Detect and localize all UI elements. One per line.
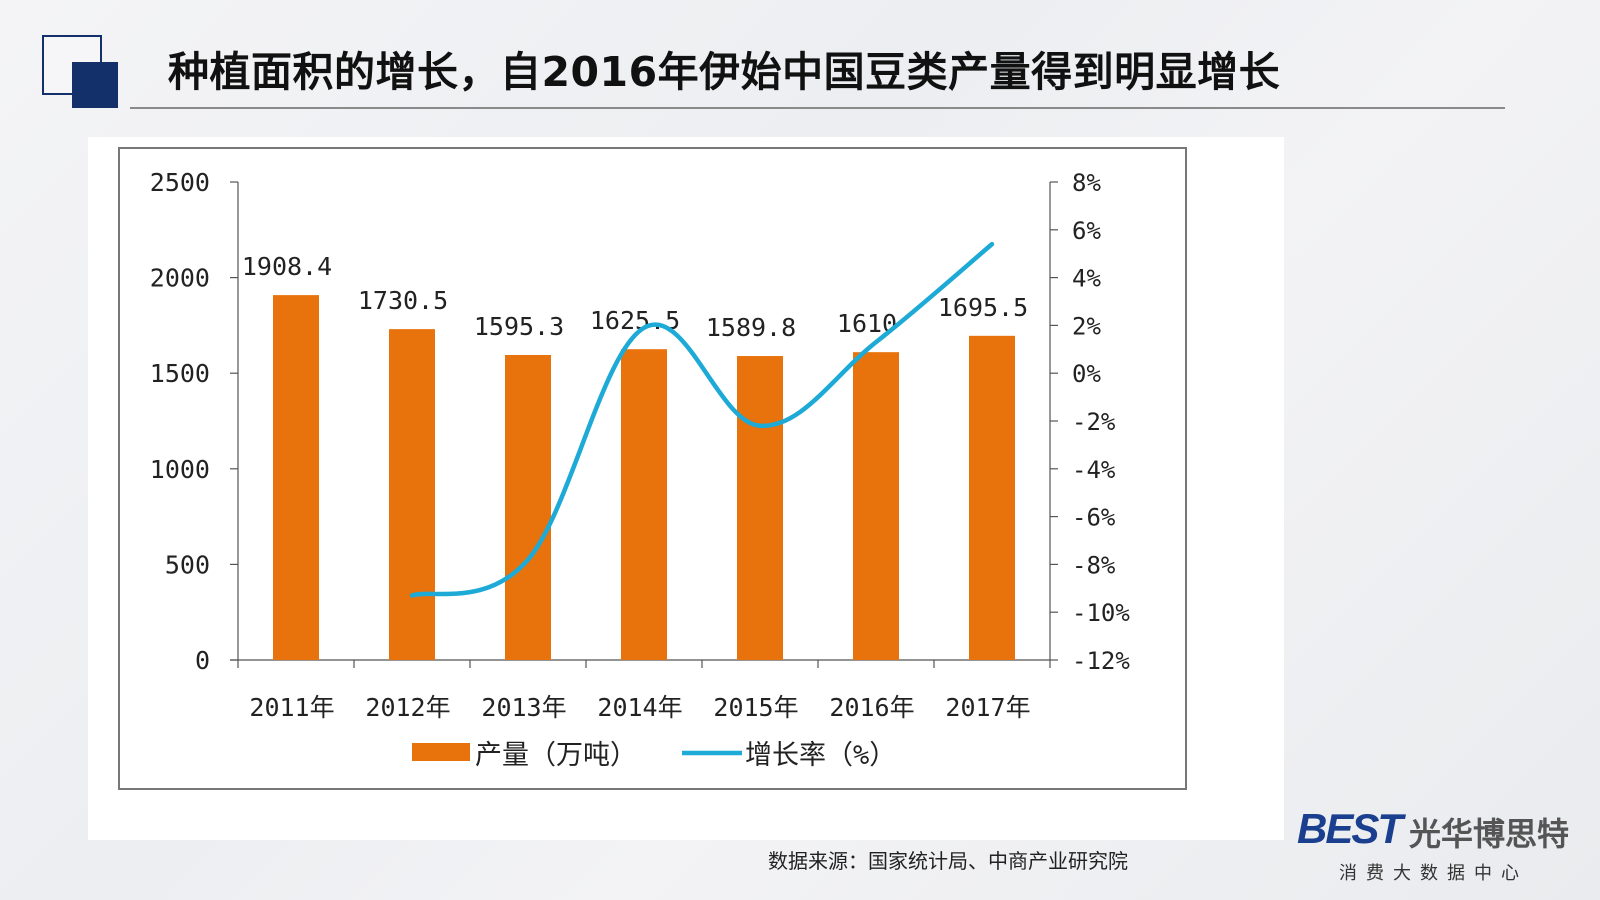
chart: 0 500 1000 1500 2000 2500 -12% -10% -8% -6% -4% -2%…	[118, 147, 1187, 790]
x-tick-label: 2016年	[829, 693, 914, 722]
bar-2016年	[853, 352, 899, 660]
y-right-tick-label: 0%	[1072, 360, 1101, 388]
y-right-tick-label: -10%	[1072, 599, 1130, 627]
y-left-tick-label: 2000	[150, 264, 210, 293]
y-right-tick-label: -4%	[1072, 456, 1116, 484]
legend-label-bar: 产量（万吨）	[475, 740, 637, 771]
bar-2014年	[621, 349, 667, 660]
y-left-tick-label: 0	[195, 646, 210, 675]
legend-swatch-bar	[412, 743, 470, 761]
bar-data-label: 1589.8	[706, 313, 796, 342]
bar-data-label: 1695.5	[938, 293, 1028, 322]
bar-data-label: 1625.5	[590, 306, 680, 335]
y-left-tick-label: 1500	[150, 359, 210, 388]
x-tick-label: 2013年	[481, 693, 566, 722]
y-right-tick-label: 4%	[1072, 265, 1101, 293]
logo-mark: BEST	[1297, 805, 1403, 852]
x-tick-label: 2017年	[945, 693, 1030, 722]
bar-data-label: 1908.4	[242, 252, 332, 281]
y-right-tick-label: -2%	[1072, 408, 1116, 436]
x-tick-label: 2014年	[597, 693, 682, 722]
bar-2011年	[273, 295, 319, 660]
bar-data-label: 1730.5	[358, 286, 448, 315]
x-tick-label: 2015年	[713, 693, 798, 722]
y-right-tick-label: -6%	[1072, 504, 1116, 532]
y-left-tick-label: 500	[165, 550, 210, 579]
y-right-tick-label: 2%	[1072, 312, 1101, 340]
logo-tagline: 消费大数据中心	[1339, 863, 1528, 884]
x-tick-label: 2011年	[249, 693, 334, 722]
y-left-tick-label: 2500	[150, 168, 210, 197]
growth-rate-line	[409, 241, 995, 598]
bar-2015年	[737, 356, 783, 660]
page-title: 种植面积的增长，自2016年伊始中国豆类产量得到明显增长	[168, 48, 1281, 96]
x-tick-label: 2012年	[365, 693, 450, 722]
y-right-tick-label: 8%	[1072, 169, 1101, 197]
chart-frame	[118, 147, 1187, 790]
title-deco-filled-square	[72, 62, 118, 108]
data-source-note: 数据来源：国家统计局、中商产业研究院	[768, 849, 1128, 873]
logo-name: 光华博思特	[1409, 815, 1570, 853]
bar-2012年	[389, 329, 435, 660]
y-right-tick-label: -12%	[1072, 647, 1130, 675]
bar-2017年	[969, 335, 1015, 660]
bar-2013年	[505, 354, 551, 660]
y-left-tick-label: 1000	[150, 455, 210, 484]
title-divider	[130, 107, 1505, 109]
y-right-tick-label: 6%	[1072, 217, 1101, 245]
chart-panel: 0 500 1000 1500 2000 2500 -12% -10% -8% -6% -4% -2%…	[88, 137, 1284, 840]
bar-data-label: 1595.3	[474, 312, 564, 341]
brand-logo: BEST 光华博思特 消费大数据中心	[1297, 805, 1597, 895]
y-right-tick-label: -8%	[1072, 551, 1116, 579]
legend-label-line: 增长率（%）	[745, 740, 896, 771]
